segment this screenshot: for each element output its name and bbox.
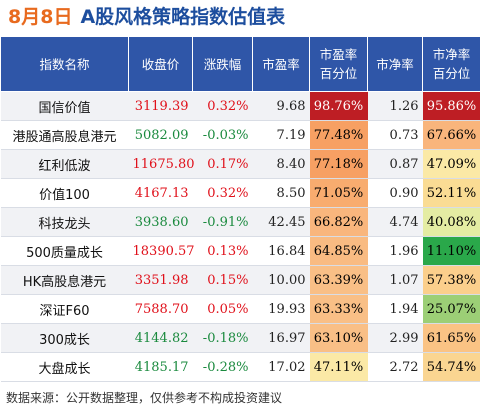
cell-pe-percentile: 64.85%: [309, 236, 368, 266]
cell-pe-percentile: 63.10%: [309, 323, 368, 353]
page-title: 8月8日 A股风格策略指数估值表: [8, 4, 285, 30]
cell-pb: 4.74: [367, 207, 423, 237]
cell-pe: 7.19: [252, 120, 310, 150]
cell-index-name: 500质量成长: [0, 236, 129, 266]
cell-index-name: 红利低波: [0, 149, 129, 179]
table-row: 300成长 4144.82 -0.18% 16.97 63.10% 2.99 61.65%: [0, 323, 480, 353]
header-name: 指数名称: [0, 36, 129, 92]
cell-pe: 16.97: [252, 323, 310, 353]
cell-close-price: 3938.60: [128, 207, 193, 237]
cell-pe-percentile: 77.48%: [309, 120, 368, 150]
cell-close-price: 3119.39: [128, 91, 193, 121]
header-pb: 市净率: [367, 36, 423, 92]
cell-pb-percentile: 25.07%: [422, 294, 480, 324]
cell-pe: 10.00: [252, 265, 310, 295]
table-row: 国信价值 3119.39 0.32% 9.68 98.76% 1.26 95.86%: [0, 91, 480, 121]
cell-index-name: 港股通高股息港元: [0, 120, 129, 150]
cell-index-name: 300成长: [0, 323, 129, 353]
cell-pb-percentile: 11.10%: [422, 236, 480, 266]
cell-change: 0.17%: [192, 149, 253, 179]
cell-close-price: 18390.57: [128, 236, 195, 266]
table-row: 500质量成长 18390.57 0.13% 16.84 64.85% 1.96 11.10…: [0, 236, 480, 266]
cell-pe: 16.84: [252, 236, 310, 266]
cell-index-name: 大盘成长: [0, 352, 129, 382]
cell-pe: 42.45: [252, 207, 310, 237]
cell-change: 0.15%: [192, 265, 253, 295]
cell-pe: 17.02: [252, 352, 310, 382]
cell-pe-percentile: 63.33%: [309, 294, 368, 324]
cell-pe: 19.93: [252, 294, 310, 324]
cell-close-price: 4167.13: [128, 178, 193, 208]
title-date: 8月8日: [8, 6, 73, 28]
cell-pb-percentile: 57.38%: [422, 265, 480, 295]
cell-pb: 1.96: [367, 236, 423, 266]
cell-pe-percentile: 47.11%: [309, 352, 368, 382]
cell-pb-percentile: 95.86%: [422, 91, 480, 121]
cell-pb-percentile: 52.11%: [422, 178, 480, 208]
cell-index-name: 国信价值: [0, 91, 129, 121]
cell-close-price: 4185.17: [128, 352, 193, 382]
header-price: 收盘价: [128, 36, 193, 92]
cell-pb: 2.72: [367, 352, 423, 382]
cell-pe-percentile: 63.39%: [309, 265, 368, 295]
header-change: 涨跌幅: [192, 36, 253, 92]
cell-pb: 1.94: [367, 294, 423, 324]
cell-change: -0.03%: [192, 120, 253, 150]
table-row: 价值100 4167.13 0.32% 8.50 71.05% 0.90 52.11%: [0, 178, 480, 208]
cell-close-price: 3351.98: [128, 265, 193, 295]
cell-pe-percentile: 66.82%: [309, 207, 368, 237]
cell-close-price: 4144.82: [128, 323, 193, 353]
table-row: 红利低波 11675.80 0.17% 8.40 77.18% 0.87 47.09%: [0, 149, 480, 179]
cell-pb-percentile: 61.65%: [422, 323, 480, 353]
cell-change: 0.32%: [192, 178, 253, 208]
table-row: 深证F60 7588.70 0.05% 19.93 63.33% 1.94 25.07%: [0, 294, 480, 324]
cell-pb: 0.73: [367, 120, 423, 150]
header-pb-percentile: 市净率 百分位: [422, 36, 480, 92]
cell-index-name: 科技龙头: [0, 207, 129, 237]
cell-pe-percentile: 71.05%: [309, 178, 368, 208]
cell-change: -0.28%: [192, 352, 253, 382]
cell-change: 0.05%: [192, 294, 253, 324]
valuation-table: 指数名称 收盘价 涨跌幅 市盈率 市盈率 百分位 市净率 市净率 百分位 国信价值 3…: [0, 36, 480, 382]
cell-pe: 9.68: [252, 91, 310, 121]
table-row: 科技龙头 3938.60 -0.91% 42.45 66.82% 4.74 40.08%: [0, 207, 480, 237]
cell-close-price: 11675.80: [128, 149, 195, 179]
cell-pe-percentile: 77.18%: [309, 149, 368, 179]
cell-pb-percentile: 54.74%: [422, 352, 480, 382]
table-row: 港股通高股息港元 5082.09 -0.03% 7.19 77.48% 0.73 67.66…: [0, 120, 480, 150]
cell-close-price: 7588.70: [128, 294, 193, 324]
cell-pb: 1.07: [367, 265, 423, 295]
cell-pe: 8.40: [252, 149, 310, 179]
cell-pb: 2.99: [367, 323, 423, 353]
title-name: A股风格策略指数估值表: [80, 6, 286, 28]
cell-pe: 8.50: [252, 178, 310, 208]
cell-pb: 1.26: [367, 91, 423, 121]
cell-index-name: 深证F60: [0, 294, 129, 324]
cell-change: -0.91%: [192, 207, 253, 237]
cell-pb-percentile: 47.09%: [422, 149, 480, 179]
footer-source: 数据来源：公开数据整理，仅供参考不构成投资建议: [6, 391, 283, 405]
cell-pb: 0.90: [367, 178, 423, 208]
cell-change: 0.32%: [192, 91, 253, 121]
cell-pb-percentile: 40.08%: [422, 207, 480, 237]
cell-change: -0.18%: [192, 323, 253, 353]
cell-pe-percentile: 98.76%: [309, 91, 368, 121]
table-header-row: 指数名称 收盘价 涨跌幅 市盈率 市盈率 百分位 市净率 市净率 百分位: [0, 36, 480, 92]
cell-close-price: 5082.09: [128, 120, 193, 150]
cell-change: 0.13%: [192, 236, 253, 266]
header-pe-percentile: 市盈率 百分位: [309, 36, 368, 92]
cell-index-name: 价值100: [0, 178, 129, 208]
table-row: HK高股息港元 3351.98 0.15% 10.00 63.39% 1.07 57.38%: [0, 265, 480, 295]
table-row: 大盘成长 4185.17 -0.28% 17.02 47.11% 2.72 54.74%: [0, 352, 480, 382]
header-pe: 市盈率: [252, 36, 310, 92]
cell-index-name: HK高股息港元: [0, 265, 129, 295]
cell-pb-percentile: 67.66%: [422, 120, 480, 150]
cell-pb: 0.87: [367, 149, 423, 179]
